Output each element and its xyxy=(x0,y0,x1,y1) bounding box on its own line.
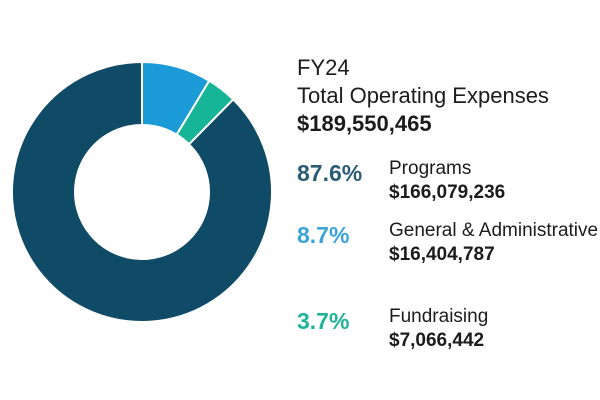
legend-amount: $16,404,787 xyxy=(389,244,495,265)
legend-amount: $166,079,236 xyxy=(389,182,506,203)
total-amount: $189,550,465 xyxy=(297,111,432,136)
legend-amount: $7,066,442 xyxy=(389,330,485,351)
donut-chart xyxy=(11,61,273,323)
legend-label: Programs xyxy=(389,158,472,179)
legend-percent: 8.7% xyxy=(297,222,350,248)
legend-percent: 3.7% xyxy=(297,308,350,334)
legend-label: Fundraising xyxy=(389,306,489,327)
fiscal-year-label: FY24 xyxy=(297,55,350,80)
chart-title: Total Operating Expenses xyxy=(297,83,549,108)
legend-label: General & Administrative xyxy=(389,220,599,241)
donut-slice-programs xyxy=(11,61,273,323)
legend-percent: 87.6% xyxy=(297,160,363,186)
chart-header: FY24 Total Operating Expenses $189,550,4… xyxy=(297,54,597,138)
